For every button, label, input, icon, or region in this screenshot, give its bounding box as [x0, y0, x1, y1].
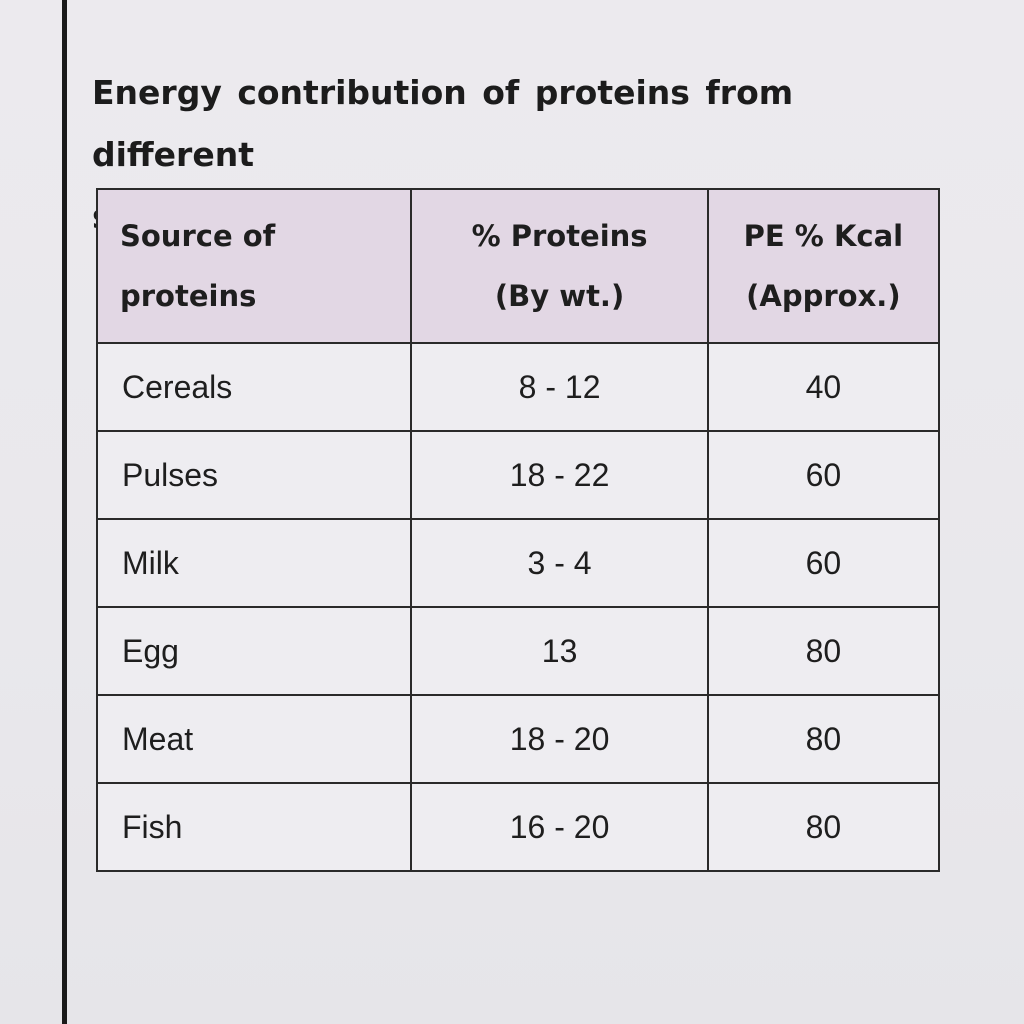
header-source-line-1: Source of: [120, 219, 276, 253]
cell-pe-kcal: 80: [706, 694, 941, 784]
header-pe-kcal: PE % Kcal (Approx.): [706, 188, 941, 344]
table-title: Energy contribution of proteins from dif…: [92, 62, 952, 248]
table-row: Pulses 18 - 22 60: [95, 430, 941, 520]
cell-pe-kcal: 60: [706, 518, 941, 608]
header-percent-proteins: % Proteins (By wt.): [410, 188, 709, 344]
table-row: Cereals 8 - 12 40: [95, 342, 941, 432]
cell-pe-kcal: 40: [706, 342, 941, 432]
cell-percent-proteins: 3 - 4: [410, 518, 709, 608]
cell-source: Pulses: [95, 430, 413, 520]
table-header-row: Source of proteins % Proteins (By wt.) P…: [95, 188, 941, 344]
margin-rule: [62, 0, 67, 1024]
cell-source: Egg: [95, 606, 413, 696]
cell-percent-proteins: 13: [410, 606, 709, 696]
cell-percent-proteins: 16 - 20: [410, 782, 709, 872]
cell-source: Cereals: [95, 342, 413, 432]
cell-percent-proteins: 8 - 12: [410, 342, 709, 432]
table-row: Meat 18 - 20 80: [95, 694, 941, 784]
cell-pe-kcal: 60: [706, 430, 941, 520]
header-percent-line-1: % Proteins: [471, 219, 648, 253]
protein-energy-table: Source of proteins % Proteins (By wt.) P…: [95, 188, 941, 872]
cell-source: Meat: [95, 694, 413, 784]
header-percent-line-2: (By wt.): [494, 279, 625, 313]
cell-percent-proteins: 18 - 20: [410, 694, 709, 784]
table-row: Milk 3 - 4 60: [95, 518, 941, 608]
cell-percent-proteins: 18 - 22: [410, 430, 709, 520]
cell-source: Fish: [95, 782, 413, 872]
header-source-of-proteins: Source of proteins: [95, 188, 413, 344]
cell-pe-kcal: 80: [706, 782, 941, 872]
header-source-line-2: proteins: [120, 279, 257, 313]
table-row: Egg 13 80: [95, 606, 941, 696]
header-pe-line-1: PE % Kcal: [743, 219, 904, 253]
cell-source: Milk: [95, 518, 413, 608]
table-title-line-1: Energy contribution of proteins from dif…: [92, 73, 794, 174]
cell-pe-kcal: 80: [706, 606, 941, 696]
table-row: Fish 16 - 20 80: [95, 782, 941, 872]
header-pe-line-2: (Approx.): [746, 279, 901, 313]
